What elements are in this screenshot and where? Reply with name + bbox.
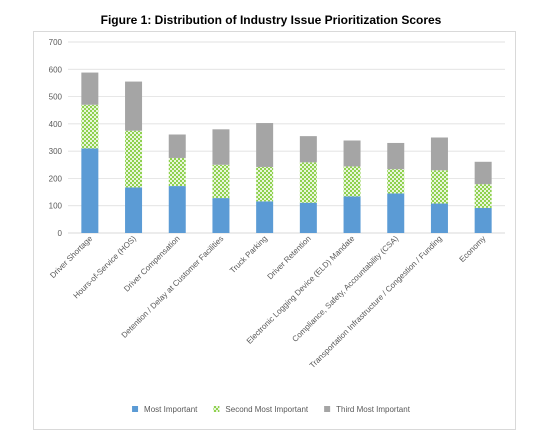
x-tick-label-detention-delay-at-customer-facilities: Detention / Delay at Customer Facilities [120,234,226,340]
bar-most-important-transportation-infrastructure-congestion-funding [430,203,448,233]
y-tick-label: 100 [49,202,63,211]
y-tick-label: 400 [49,120,63,129]
bar-most-important-economy [474,207,492,233]
bar-third-most-important-compliance-safety-accountability-csa [387,142,405,170]
y-tick-label: 500 [49,93,63,102]
legend-swatch-most-important [132,406,139,412]
bar-second-most-important-truck-parking [256,166,274,202]
bar-second-most-important-driver-compensation [168,157,186,187]
x-tick-label-driver-shortage: Driver Shortage [48,234,94,280]
legend-label-third-most-important: Third Most Important [336,405,411,414]
bar-third-most-important-transportation-infrastructure-congestion-funding [430,137,448,171]
x-tick-label-truck-parking: Truck Parking [228,234,269,275]
bar-third-most-important-detention-delay-at-customer-facilities [212,129,230,165]
y-tick-label: 200 [49,174,63,183]
x-tick-label-economy: Economy [458,234,488,264]
bar-second-most-important-transportation-infrastructure-congestion-funding [430,170,448,204]
bar-second-most-important-driver-shortage [81,104,99,149]
bars [81,72,492,233]
legend-label-most-important: Most Important [144,405,198,414]
bar-third-most-important-driver-compensation [168,134,186,158]
legend-swatch-second-most-important [213,406,220,412]
chart-title: Figure 1: Distribution of Industry Issue… [100,13,442,27]
bar-most-important-compliance-safety-accountability-csa [387,193,405,233]
bar-second-most-important-economy [474,184,492,208]
bar-second-most-important-electronic-logging-device-eld-mandate [343,166,361,197]
bar-most-important-driver-retention [299,202,317,233]
bar-third-most-important-hours-of-service-hos [125,81,143,131]
legend: Most Important Second Most Important Third… [132,405,411,414]
bar-second-most-important-detention-delay-at-customer-facilities [212,164,230,199]
bar-second-most-important-driver-retention [299,162,317,203]
bar-most-important-detention-delay-at-customer-facilities [212,198,230,233]
bar-third-most-important-economy [474,161,492,185]
bar-third-most-important-electronic-logging-device-eld-mandate [343,140,361,167]
x-tick-label-driver-retention: Driver Retention [266,234,313,281]
bar-second-most-important-compliance-safety-accountability-csa [387,169,405,194]
bar-most-important-driver-shortage [81,148,99,233]
y-tick-label: 300 [49,147,63,156]
y-tick-label: 700 [49,38,63,47]
bar-second-most-important-hours-of-service-hos [125,130,143,188]
bar-most-important-driver-compensation [168,186,186,233]
bar-most-important-electronic-logging-device-eld-mandate [343,196,361,233]
bar-third-most-important-truck-parking [256,123,274,167]
y-tick-label: 0 [58,229,63,238]
bar-third-most-important-driver-retention [299,136,317,163]
legend-label-second-most-important: Second Most Important [225,405,308,414]
bar-most-important-truck-parking [256,201,274,233]
y-tick-label: 600 [49,65,63,74]
bar-most-important-hours-of-service-hos [125,187,143,233]
bar-third-most-important-driver-shortage [81,72,99,105]
chart-frame [33,31,516,430]
legend-swatch-third-most-important [324,406,331,412]
